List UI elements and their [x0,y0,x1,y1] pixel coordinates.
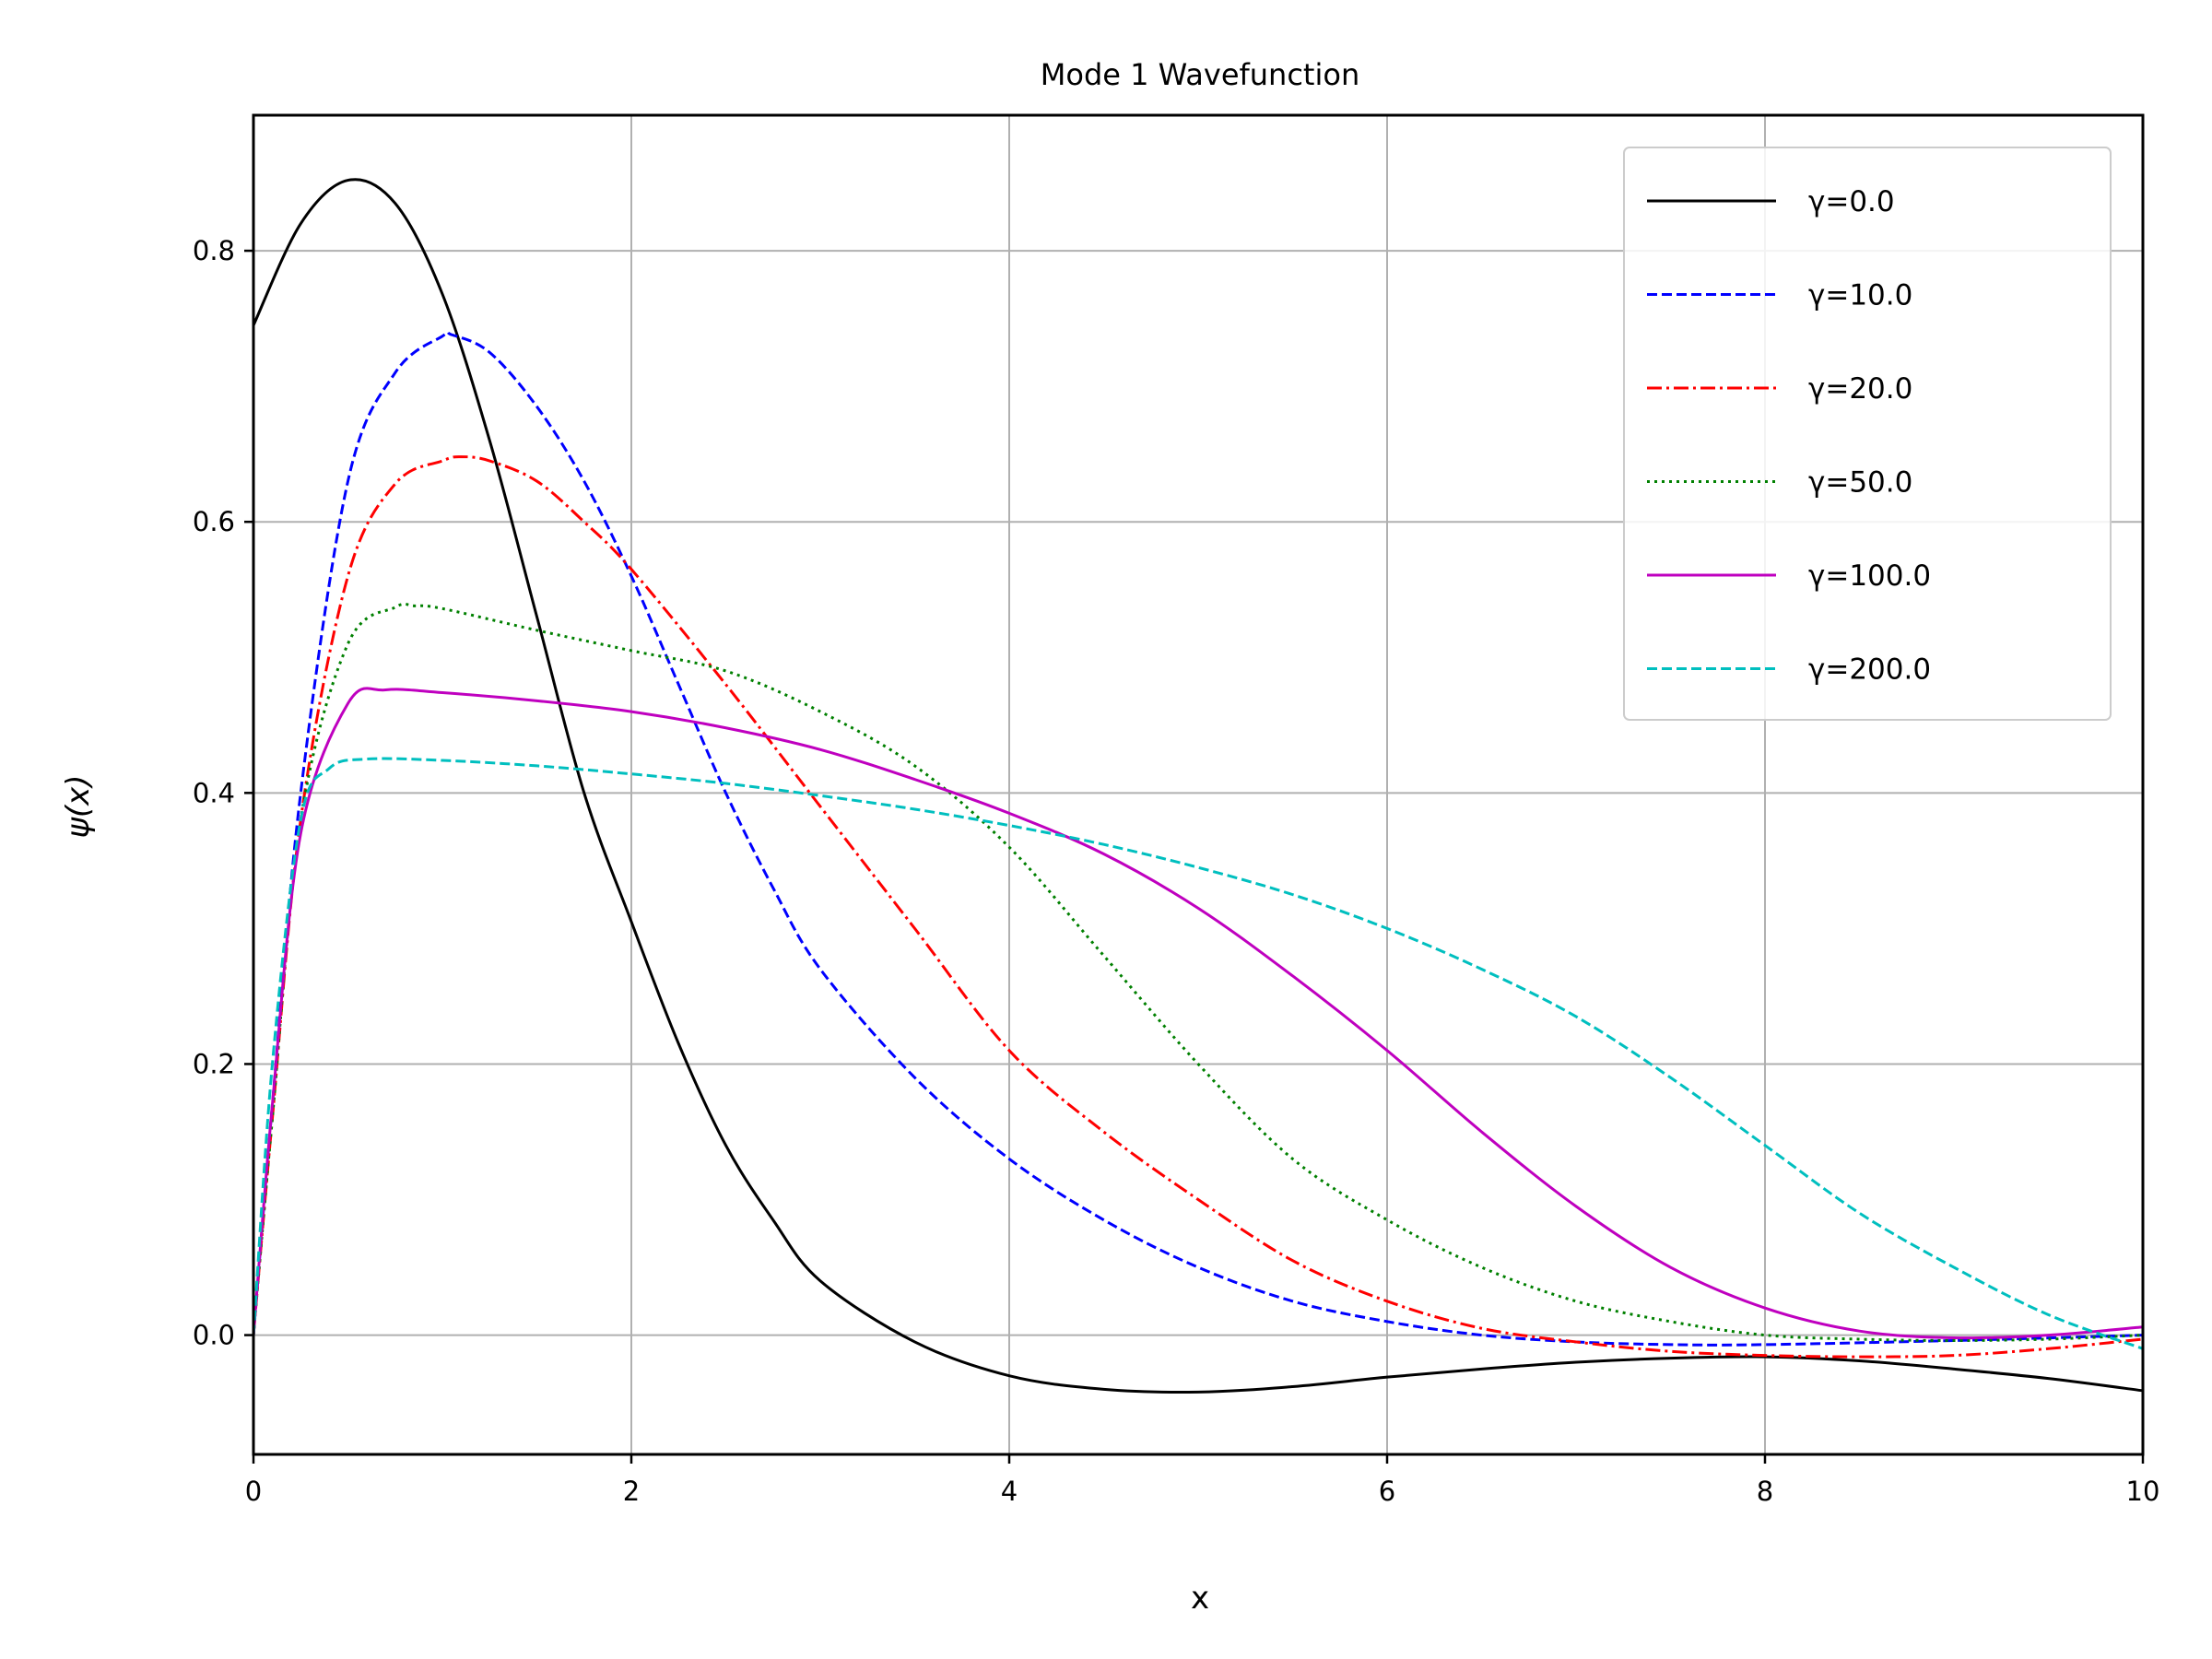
legend-label: γ=200.0 [1808,653,1931,687]
legend-label: γ=10.0 [1808,279,1912,312]
legend-label: γ=20.0 [1808,372,1912,406]
chart-title: Mode 1 Wavefunction [1041,57,1359,92]
legend-label: γ=0.0 [1808,185,1895,218]
y-tick-label: 0.6 [193,506,235,537]
x-tick-label: 10 [2126,1476,2160,1507]
series-line-4 [252,602,2144,1342]
x-tick-label: 8 [1757,1476,1773,1507]
series-line-1 [252,178,2144,1394]
series-line-5 [252,687,2144,1340]
x-tick-label: 6 [1379,1476,1395,1507]
legend-label: γ=100.0 [1808,559,1931,593]
y-tick-label: 0.2 [193,1048,235,1079]
y-tick-label: 0.0 [193,1320,235,1351]
y-axis-ticks: 0.0 0.2 0.4 0.6 0.8 [193,235,253,1351]
series-line-6 [252,757,2144,1350]
x-tick-label: 0 [245,1476,262,1507]
legend-label: γ=50.0 [1808,466,1912,500]
x-axis-label: x [1191,1580,1209,1617]
x-axis-ticks: 0 2 4 6 8 10 [245,1454,2160,1507]
y-tick-label: 0.8 [193,235,235,266]
x-tick-label: 2 [623,1476,640,1507]
legend: γ=0.0 γ=10.0 γ=20.0 γ=50.0 γ=100.0 γ=200.0 [1623,147,2112,721]
x-tick-label: 4 [1001,1476,1018,1507]
series-lines [252,178,2144,1394]
y-tick-label: 0.4 [193,777,235,808]
y-axis-label: ψ(x) [60,774,97,838]
plot-area-frame [252,113,2145,1456]
legend-box [1623,147,2112,721]
